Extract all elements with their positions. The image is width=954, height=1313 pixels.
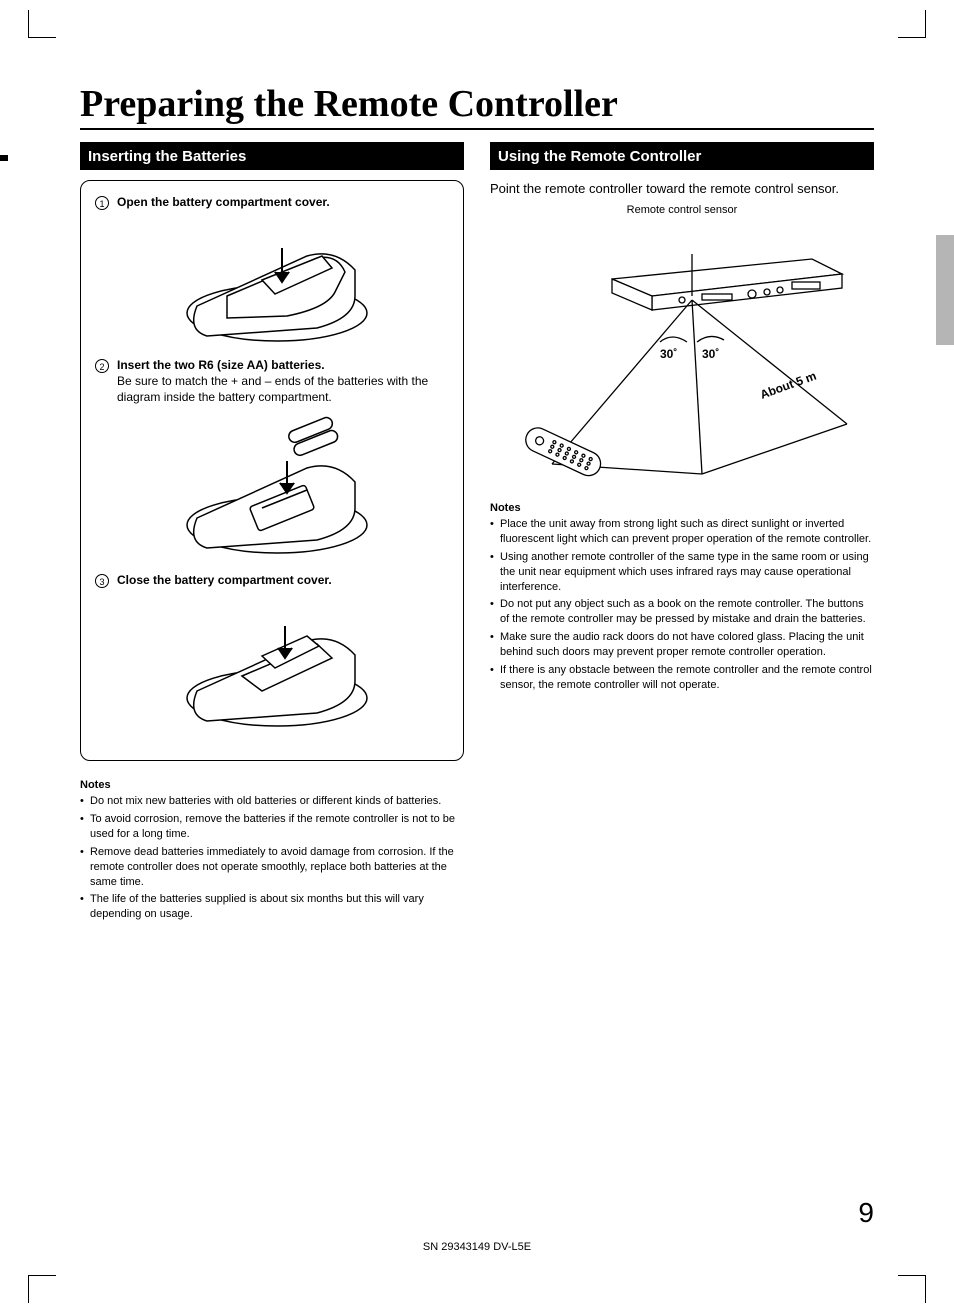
angle-left-label: 30˚ (660, 347, 677, 361)
angle-right-label: 30˚ (702, 347, 719, 361)
illustration-insert-batteries (95, 413, 449, 563)
crop-mark-br (898, 1275, 926, 1303)
note-item: Using another remote controller of the s… (490, 550, 874, 595)
notes-list-left: Do not mix new batteries with old batter… (80, 794, 464, 922)
note-item: If there is any obstacle between the rem… (490, 663, 874, 693)
right-column: Using the Remote Controller Point the re… (490, 142, 874, 925)
illustration-open-cover (95, 218, 449, 348)
step-number-2: 2 (95, 359, 109, 373)
notes-heading-right: Notes (490, 502, 874, 514)
step-2: 2 Insert the two R6 (size AA) batteries.… (95, 358, 449, 563)
steps-box: 1 Open the battery compartment cover. (80, 180, 464, 761)
notes-heading-left: Notes (80, 779, 464, 791)
step-3: 3 Close the battery compartment cover. (95, 573, 449, 736)
crop-mark-tr (898, 10, 926, 38)
crop-mark-bl (28, 1275, 56, 1303)
note-item: Place the unit away from strong light su… (490, 517, 874, 547)
note-item: Do not mix new batteries with old batter… (80, 794, 464, 809)
footer-code: SN 29343149 DV-L5E (80, 1241, 874, 1253)
two-column-layout: Inserting the Batteries 1 Open the batte… (80, 142, 874, 925)
section-heading-batteries: Inserting the Batteries (80, 142, 464, 170)
step-title-3: Close the battery compartment cover. (117, 573, 332, 587)
note-item: The life of the batteries supplied is ab… (80, 892, 464, 922)
page-content: Preparing the Remote Controller Insertin… (80, 70, 874, 1253)
note-item: Make sure the audio rack doors do not ha… (490, 630, 874, 660)
step-number-3: 3 (95, 574, 109, 588)
distance-label: About 5 m (758, 369, 818, 402)
step-number-1: 1 (95, 196, 109, 210)
note-item: Remove dead batteries immediately to avo… (80, 845, 464, 890)
step-title-1: Open the battery compartment cover. (117, 195, 330, 209)
step-body-2: Be sure to match the + and – ends of the… (117, 373, 449, 405)
crop-mark-tl (28, 10, 56, 38)
intro-text: Point the remote controller toward the r… (490, 180, 874, 198)
right-thumb-tab (936, 235, 954, 345)
note-item: Do not put any object such as a book on … (490, 597, 874, 627)
sensor-label: Remote control sensor (490, 204, 874, 216)
illustration-sensor-range: 30˚ 30˚ About 5 m (490, 224, 874, 484)
page-number: 9 (858, 1197, 874, 1229)
illustration-close-cover (95, 596, 449, 736)
section-heading-using: Using the Remote Controller (490, 142, 874, 170)
left-trim-mark (0, 155, 8, 161)
notes-list-right: Place the unit away from strong light su… (490, 517, 874, 692)
note-item: To avoid corrosion, remove the batteries… (80, 812, 464, 842)
left-column: Inserting the Batteries 1 Open the batte… (80, 142, 464, 925)
step-title-2: Insert the two R6 (size AA) batteries. (117, 358, 325, 372)
page-title: Preparing the Remote Controller (80, 82, 874, 130)
step-1: 1 Open the battery compartment cover. (95, 195, 449, 348)
